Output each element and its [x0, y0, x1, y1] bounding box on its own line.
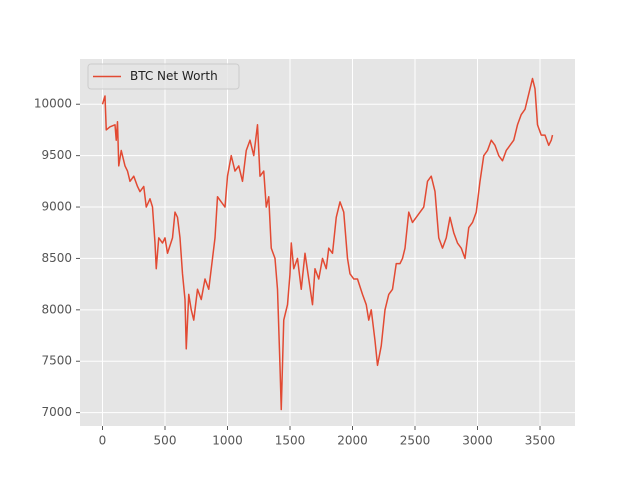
y-tick-label: 7500 [41, 354, 72, 368]
y-tick-label: 9500 [41, 148, 72, 162]
y-tick-label: 8500 [41, 251, 72, 265]
y-tick-label: 7000 [41, 405, 72, 419]
y-tick-label: 8000 [41, 302, 72, 316]
data-line [101, 77, 554, 411]
x-tick-label: 0 [99, 434, 107, 448]
x-tick-label: 1500 [275, 434, 306, 448]
x-tick-label: 500 [154, 434, 177, 448]
x-tick-label: 3000 [462, 434, 493, 448]
y-tick-label: 10000 [34, 97, 72, 111]
x-tick-label: 2000 [337, 434, 368, 448]
y-tick-label: 9000 [41, 200, 72, 214]
x-tick-label: 1000 [212, 434, 243, 448]
x-tick-label: 2500 [400, 434, 431, 448]
legend-box [87, 63, 240, 90]
x-tick-label: 3500 [525, 434, 556, 448]
legend-label: BTC Net Worth [130, 69, 218, 83]
